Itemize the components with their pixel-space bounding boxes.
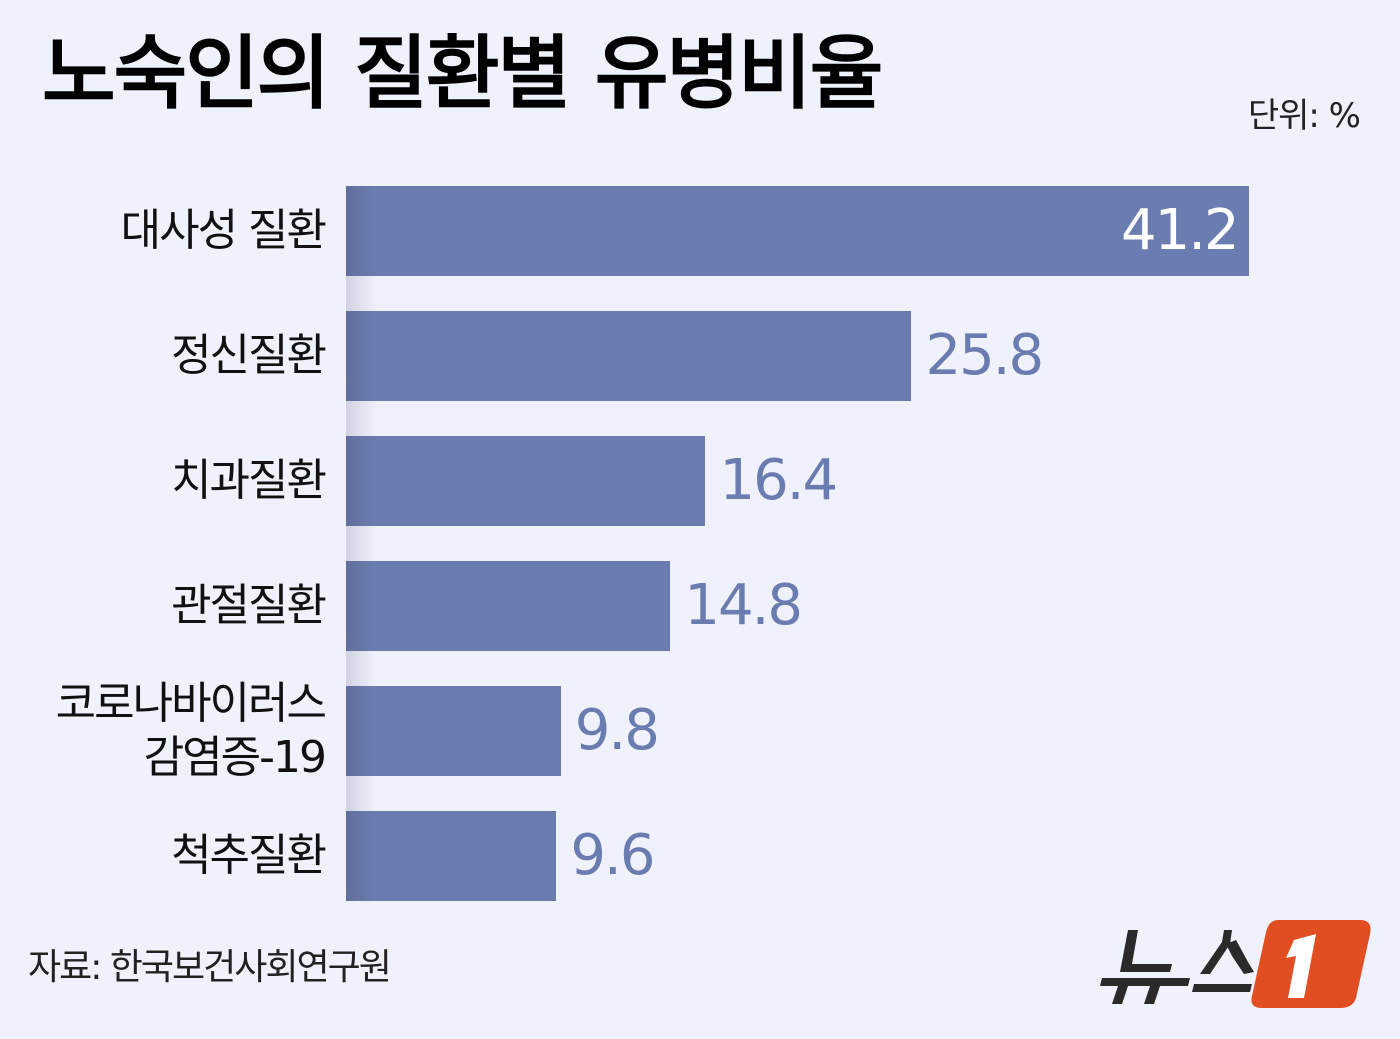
category-label-text: 정신질환: [171, 330, 327, 382]
bar-shadow-decoration: [346, 186, 376, 901]
bar-row-covid19: 코로나바이러스 감염증-19 9.8: [0, 678, 1400, 783]
category-label: 관절질환: [171, 561, 327, 651]
bar: [346, 311, 912, 401]
category-label: 치과질환: [171, 436, 327, 526]
category-label-text: 척추질환: [171, 830, 327, 882]
bar-row-metabolic: 대사성 질환 41.2: [0, 186, 1400, 276]
category-label: 대사성 질환: [120, 186, 327, 276]
value-label: 25.8: [925, 323, 1044, 388]
unit-label: 단위: %: [1247, 96, 1361, 136]
logo-badge: [1251, 920, 1371, 1008]
value-label: 14.8: [684, 573, 803, 638]
chart-title: 노숙인의 질환별 유병비율: [42, 27, 883, 120]
value-label: 41.2: [1121, 198, 1240, 263]
bar: [346, 186, 1249, 276]
bar-row-joint: 관절질환 14.8: [0, 561, 1400, 651]
category-label-text: 관절질환: [171, 580, 327, 632]
bar: [346, 811, 557, 901]
bar: [346, 561, 671, 651]
bar: [346, 686, 561, 776]
value-label: 9.6: [570, 823, 655, 888]
category-label: 정신질환: [171, 311, 327, 401]
value-label: 16.4: [719, 448, 838, 513]
bar-row-dental: 치과질환 16.4: [0, 436, 1400, 526]
category-label: 척추질환: [171, 811, 327, 901]
source-note: 자료: 한국보건사회연구원: [28, 947, 392, 988]
value-label: 9.8: [574, 698, 660, 763]
bar-row-mental: 정신질환 25.8: [0, 311, 1400, 401]
news1-logo: [1098, 912, 1373, 1012]
bar: [346, 436, 706, 526]
bar-row-spine: 척추질환 9.6: [0, 811, 1400, 901]
category-label-text: 치과질환: [171, 455, 327, 507]
category-label-text: 감염증-19: [143, 732, 327, 783]
category-label-text: 코로나바이러스: [55, 678, 327, 730]
news1-logo-icon: [1100, 920, 1371, 1008]
category-label: 코로나바이러스 감염증-19: [56, 678, 327, 783]
category-label-text: 대사성 질환: [120, 205, 327, 257]
